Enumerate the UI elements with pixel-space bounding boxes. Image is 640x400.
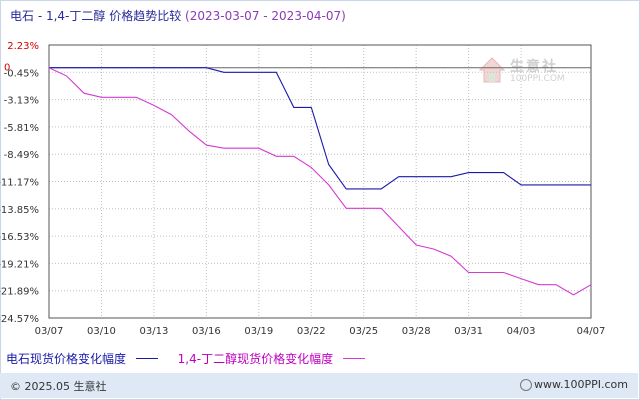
y-tick-label: -19.21% xyxy=(0,259,39,270)
legend-series-2-swatch xyxy=(342,358,365,359)
globe-icon xyxy=(520,379,532,391)
y-tick-label: 2.23% xyxy=(7,41,39,52)
y-tick-label: -0.45% xyxy=(4,68,39,79)
zero-label: 0 xyxy=(4,63,10,74)
house-icon xyxy=(478,57,506,83)
chart-title: 电石 - 1,4-丁二醇 价格趋势比较 (2023-03-07 - 2023-0… xyxy=(10,7,346,24)
x-tick-label: 03/19 xyxy=(244,326,273,337)
x-tick-label: 03/10 xyxy=(87,326,116,337)
legend-series-1-label: 电石现货价格变化幅度 xyxy=(6,352,127,366)
y-tick-label: -16.53% xyxy=(0,232,39,243)
series-line-1 xyxy=(49,67,591,190)
chart-title-main: 电石 - 1,4-丁二醇 价格趋势比较 xyxy=(10,9,182,23)
series-line-2 xyxy=(48,67,592,296)
footer-bar: © 2025.05 生意社 www.100PPI.com xyxy=(0,373,638,398)
y-tick-label: -8.49% xyxy=(4,150,39,161)
legend-series-1-swatch xyxy=(135,358,158,359)
plot-area-border xyxy=(48,44,592,319)
y-tick-label: -21.89% xyxy=(0,287,39,298)
watermark-url: 100PPI.COM xyxy=(510,74,565,84)
x-tick-label: 03/25 xyxy=(349,326,378,337)
line-chart: 2.23% -0.45% -3.13% -5.81% -8.49% -11.17% -13.… xyxy=(0,41,606,337)
x-tick-label: 03/07 xyxy=(35,326,64,337)
x-tick-label: 04/03 xyxy=(507,326,536,337)
x-tick-label: 03/28 xyxy=(402,326,431,337)
chart-title-range: (2023-03-07 - 2023-04-07) xyxy=(185,9,346,23)
y-tick-label: -11.17% xyxy=(0,178,39,189)
footer-copyright: © 2025.05 生意社 xyxy=(10,380,107,393)
x-tick-label: 03/22 xyxy=(297,326,326,337)
chart-legend: 电石现货价格变化幅度 1,4-丁二醇现货价格变化幅度 xyxy=(6,350,365,367)
footer-site-link[interactable]: www.100PPI.com xyxy=(534,378,628,391)
y-tick-label: -3.13% xyxy=(4,96,39,107)
x-tick-label: 03/16 xyxy=(192,326,221,337)
x-tick-label: 03/31 xyxy=(454,326,483,337)
x-tick-label: 03/13 xyxy=(139,326,168,337)
watermark-logo: 生意社 100PPI.COM xyxy=(478,54,578,88)
y-tick-label: -13.85% xyxy=(0,205,39,216)
y-tick-label: -24.57% xyxy=(0,314,39,325)
x-tick-label: 04/07 xyxy=(577,326,606,337)
legend-series-2-label: 1,4-丁二醇现货价格变化幅度 xyxy=(177,352,334,366)
y-tick-label: -5.81% xyxy=(4,123,39,134)
